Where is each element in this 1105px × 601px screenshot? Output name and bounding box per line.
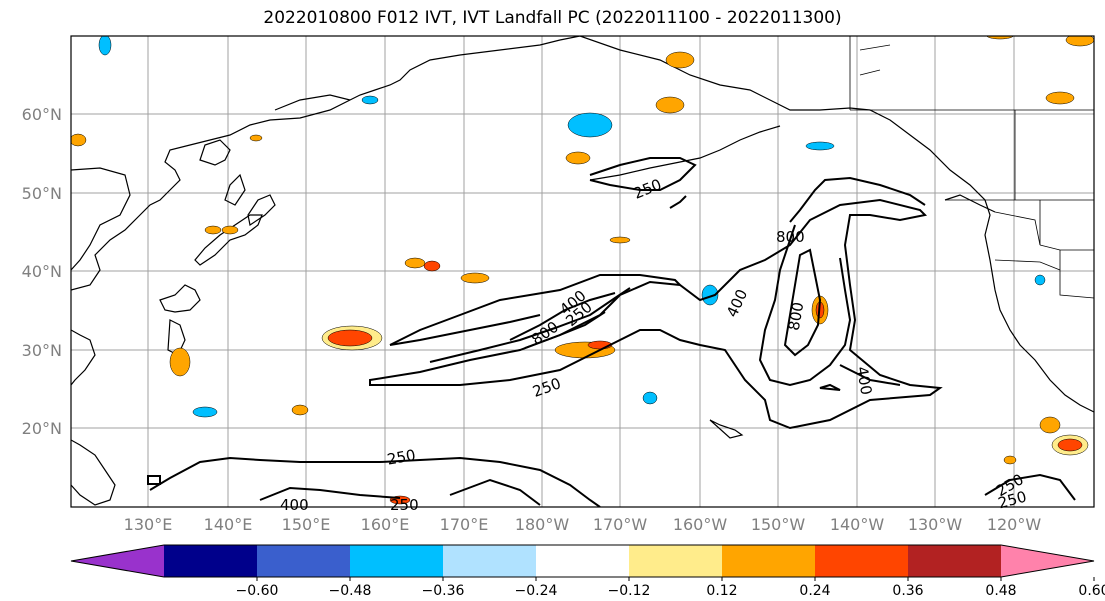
contour-label: 400	[853, 365, 876, 396]
borders	[849, 36, 1094, 299]
colorbar-tick-label: 0.36	[892, 583, 923, 599]
colorbar-segment	[71, 545, 164, 577]
lon-label: 160°W	[673, 515, 728, 534]
colorbar-segment	[536, 545, 630, 577]
lon-label: 130°W	[908, 515, 963, 534]
colorbar-tick-label: −0.24	[515, 583, 558, 599]
colorbar-segment	[1001, 545, 1094, 577]
lon-label: 130°E	[124, 515, 173, 534]
lon-label: 140°W	[830, 515, 885, 534]
lon-label: 120°W	[987, 515, 1042, 534]
anomaly-shading	[71, 36, 1094, 505]
lat-label: 50°N	[22, 184, 62, 203]
lat-label: 20°N	[22, 419, 62, 438]
lon-label: 170°E	[440, 515, 489, 534]
colorbar-tick-label: 0.24	[799, 583, 830, 599]
lon-label: 180°W	[515, 515, 570, 534]
lon-label: 140°E	[204, 515, 253, 534]
colorbar-segment	[815, 545, 909, 577]
colorbar-segment	[722, 545, 816, 577]
colorbar-outline	[70, 544, 1095, 578]
ivt-contours	[147, 157, 1076, 507]
colorbar-tick-label: −0.36	[422, 583, 465, 599]
contour-label: 800	[776, 228, 805, 246]
colorbar-tick-label: −0.60	[236, 583, 279, 599]
latitude-labels: 60°N 50°N 40°N 30°N 20°N	[22, 105, 62, 438]
gridlines	[71, 36, 1094, 507]
lat-label: 30°N	[22, 341, 62, 360]
coastlines	[71, 36, 1094, 506]
colorbar-segment	[164, 545, 258, 577]
contour-label: 250	[386, 446, 417, 469]
contour-label: 250	[390, 496, 419, 514]
lat-label: 60°N	[22, 105, 62, 124]
lon-label: 150°W	[751, 515, 806, 534]
colorbar-tick-label: −0.48	[329, 583, 372, 599]
contour-label: 400	[723, 286, 751, 320]
colorbar-tick-label: 0.60	[1078, 583, 1105, 599]
contour-label: 400	[280, 496, 309, 514]
longitude-labels: 130°E 140°E 150°E 160°E 170°E 180°W 170°…	[124, 515, 1042, 534]
lat-label: 40°N	[22, 262, 62, 281]
colorbar-segment	[908, 545, 1002, 577]
lon-label: 160°E	[361, 515, 410, 534]
colorbar-tick-label: −0.12	[608, 583, 651, 599]
contour-label: 250	[530, 374, 563, 401]
colorbar-segment	[350, 545, 444, 577]
colorbar-segment	[257, 545, 351, 577]
contour-label: 800	[785, 301, 808, 332]
colorbar-tick-label: 0.12	[706, 583, 737, 599]
colorbar-segment	[629, 545, 723, 577]
map-title: 2022010800 F012 IVT, IVT Landfall PC (20…	[263, 8, 842, 28]
map-frame	[70, 35, 1095, 508]
colorbar: −0.60 −0.48 −0.36 −0.24 −0.12 0.12 0.24 0.36 0.4…	[70, 544, 1105, 599]
colorbar-tick-label: 0.48	[985, 583, 1016, 599]
colorbar-segment	[443, 545, 537, 577]
contour-label: 250	[631, 175, 664, 202]
lon-label: 150°E	[282, 515, 331, 534]
lon-label: 170°W	[593, 515, 648, 534]
